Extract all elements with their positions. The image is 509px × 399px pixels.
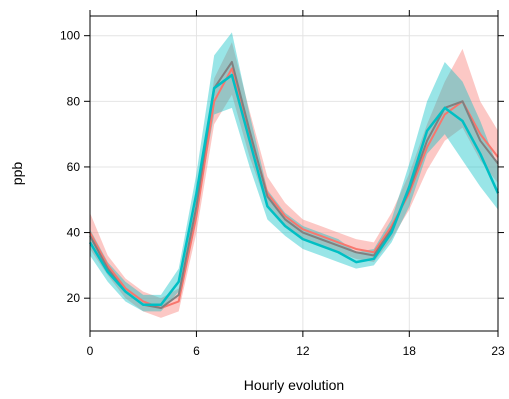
confidence-band-0 — [90, 42, 498, 318]
y-tick-label: 60 — [67, 160, 81, 174]
plot-frame — [89, 15, 499, 332]
x-tick-label: 18 — [403, 344, 417, 358]
x-tick-label: 6 — [193, 344, 200, 358]
y-tick-label: 20 — [67, 291, 81, 305]
axis-ticks: 0 6 12 18 23 20 40 60 80 100 — [60, 10, 505, 358]
y-tick-label: 40 — [67, 226, 81, 240]
grid-lines — [89, 16, 499, 331]
y-tick-label: 80 — [67, 94, 81, 108]
y-tick-label: 100 — [60, 29, 80, 43]
y-axis-label: ppb — [9, 162, 25, 186]
x-tick-label: 0 — [87, 344, 94, 358]
series-lines — [88, 60, 500, 310]
confidence-band-2 — [90, 32, 498, 312]
x-tick-label: 12 — [296, 344, 310, 358]
x-axis-label: Hourly evolution — [244, 377, 344, 393]
series-line-1 — [89, 60, 499, 310]
confidence-bands — [90, 32, 498, 318]
series-line-2 — [88, 73, 500, 306]
x-tick-label: 23 — [491, 344, 505, 358]
